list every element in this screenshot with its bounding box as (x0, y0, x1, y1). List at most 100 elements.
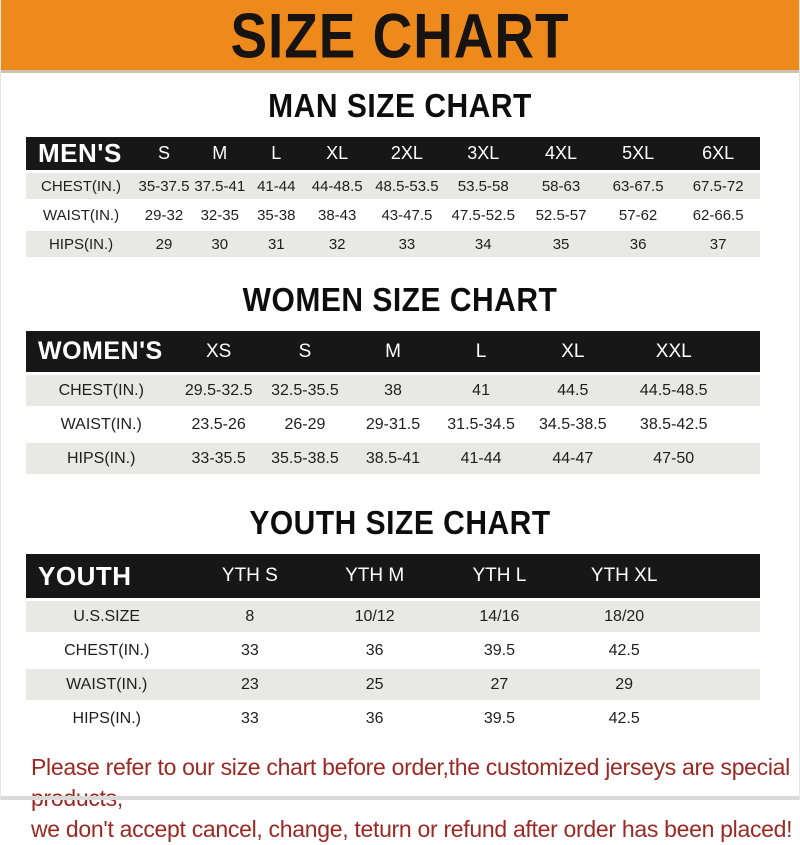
size-value-cell: 35.5-38.5 (260, 443, 349, 474)
size-value-cell: 41 (437, 375, 526, 406)
man-table-title-cell: MEN'S (26, 137, 137, 170)
table-row: WAIST(IN.) 29-32 32-35 35-38 38-43 43-47.5 47.… (26, 202, 760, 228)
size-value-cell: 23 (187, 669, 313, 700)
table-row: WAIST(IN.) 23.5-26 26-29 29-31.5 31.5-34.5 34… (26, 409, 760, 440)
size-value-cell: 38.5-42.5 (620, 409, 727, 440)
size-value-cell: 63-67.5 (599, 173, 677, 199)
row-label-cell: CHEST(IN.) (26, 375, 177, 406)
size-value-cell: 10/12 (312, 601, 438, 632)
size-value-cell: 42.5 (561, 635, 687, 666)
row-filler-cell (686, 635, 760, 666)
size-value-cell: 39.5 (437, 703, 562, 734)
women-size-table: WOMEN'S XS S M L XL XXL CHEST(IN.) 29.5-32.5 32.5… (26, 328, 760, 477)
size-column-header: 4XL (522, 137, 600, 170)
size-value-cell: 35-37.5 (136, 173, 192, 199)
size-value-cell: 44-48.5 (304, 173, 370, 199)
size-value-cell: 31 (247, 231, 305, 257)
size-value-cell: 47-50 (620, 443, 727, 474)
size-value-cell: 30 (191, 231, 248, 257)
size-value-cell: 44.5-48.5 (620, 375, 727, 406)
size-value-cell: 39.5 (437, 635, 562, 666)
row-label-cell: U.S.SIZE (26, 601, 188, 632)
size-column-header: YTH M (312, 554, 438, 598)
size-value-cell: 37 (676, 231, 760, 257)
row-filler-cell (686, 601, 760, 632)
size-value-cell: 34 (444, 231, 523, 257)
size-value-cell: 36 (312, 635, 438, 666)
table-row: HIPS(IN.) 29 30 31 32 33 34 35 36 37 (26, 231, 760, 257)
size-value-cell: 47.5-52.5 (444, 202, 523, 228)
row-label-cell: WAIST(IN.) (26, 669, 188, 700)
size-value-cell: 14/16 (437, 601, 562, 632)
size-value-cell: 35 (522, 231, 600, 257)
row-label-cell: CHEST(IN.) (26, 635, 188, 666)
size-value-cell: 29-31.5 (348, 409, 438, 440)
header-filler-cell (686, 554, 760, 598)
row-filler-cell (726, 409, 760, 440)
size-column-header: 3XL (444, 137, 523, 170)
size-value-cell: 43-47.5 (369, 202, 445, 228)
row-filler-cell (686, 669, 760, 700)
size-value-cell: 35-38 (247, 202, 305, 228)
size-column-header: 6XL (676, 137, 760, 170)
size-value-cell: 36 (599, 231, 677, 257)
size-column-header: M (348, 331, 438, 372)
row-label-cell: WAIST(IN.) (26, 409, 177, 440)
row-label-cell: HIPS(IN.) (26, 703, 188, 734)
row-filler-cell (686, 703, 760, 734)
size-value-cell: 34.5-38.5 (525, 409, 621, 440)
size-value-cell: 33 (187, 703, 313, 734)
row-label-cell: HIPS(IN.) (26, 443, 177, 474)
size-value-cell: 48.5-53.5 (369, 173, 445, 199)
size-value-cell: 29.5-32.5 (176, 375, 261, 406)
table-row: HIPS(IN.) 33 36 39.5 42.5 (26, 703, 760, 734)
size-column-header: 5XL (599, 137, 677, 170)
row-label-cell: WAIST(IN.) (26, 202, 137, 228)
size-value-cell: 32-35 (191, 202, 248, 228)
size-value-cell: 29 (136, 231, 192, 257)
size-column-header: XL (525, 331, 621, 372)
size-column-header: YTH L (437, 554, 562, 598)
size-column-header: XS (176, 331, 261, 372)
man-size-table: MEN'S S M L XL 2XL 3XL 4XL 5XL 6XL CHEST(IN.) 35-37… (26, 134, 760, 260)
row-filler-cell (726, 443, 760, 474)
youth-table-header-row: YOUTH YTH S YTH M YTH L YTH XL (26, 554, 760, 598)
size-column-header: 2XL (369, 137, 445, 170)
size-value-cell: 33 (369, 231, 445, 257)
size-column-header: XXL (620, 331, 727, 372)
footer-line-1: Please refer to our size chart before or… (31, 754, 790, 811)
size-value-cell: 62-66.5 (676, 202, 760, 228)
row-label-cell: HIPS(IN.) (26, 231, 137, 257)
size-value-cell: 42.5 (561, 703, 687, 734)
size-value-cell: 29-32 (136, 202, 192, 228)
table-row: CHEST(IN.) 33 36 39.5 42.5 (26, 635, 760, 666)
header-filler-cell (726, 331, 760, 372)
table-row: WAIST(IN.) 23 25 27 29 (26, 669, 760, 700)
size-column-header: L (247, 137, 305, 170)
size-column-header: S (260, 331, 349, 372)
size-column-header: YTH S (187, 554, 313, 598)
size-value-cell: 23.5-26 (176, 409, 261, 440)
row-filler-cell (726, 375, 760, 406)
size-value-cell: 37.5-41 (191, 173, 248, 199)
size-value-cell: 58-63 (522, 173, 600, 199)
table-row: CHEST(IN.) 35-37.5 37.5-41 41-44 44-48.5 48.5… (26, 173, 760, 199)
size-column-header: XL (304, 137, 370, 170)
women-table-title-cell: WOMEN'S (26, 331, 177, 372)
size-value-cell: 41-44 (247, 173, 305, 199)
size-value-cell: 44-47 (525, 443, 621, 474)
size-value-cell: 32.5-35.5 (260, 375, 349, 406)
size-value-cell: 8 (187, 601, 313, 632)
size-value-cell: 38.5-41 (348, 443, 438, 474)
size-value-cell: 29 (561, 669, 687, 700)
man-table-header-row: MEN'S S M L XL 2XL 3XL 4XL 5XL 6XL (26, 137, 760, 170)
table-row: CHEST(IN.) 29.5-32.5 32.5-35.5 38 41 44.5 44.5… (26, 375, 760, 406)
bottom-edge-strip (1, 796, 799, 800)
size-value-cell: 36 (312, 703, 438, 734)
youth-table-title-cell: YOUTH (26, 554, 188, 598)
man-section-title: MAN SIZE CHART (268, 87, 532, 125)
size-value-cell: 32 (304, 231, 370, 257)
size-value-cell: 25 (312, 669, 438, 700)
size-column-header: L (437, 331, 526, 372)
size-value-cell: 52.5-57 (522, 202, 600, 228)
